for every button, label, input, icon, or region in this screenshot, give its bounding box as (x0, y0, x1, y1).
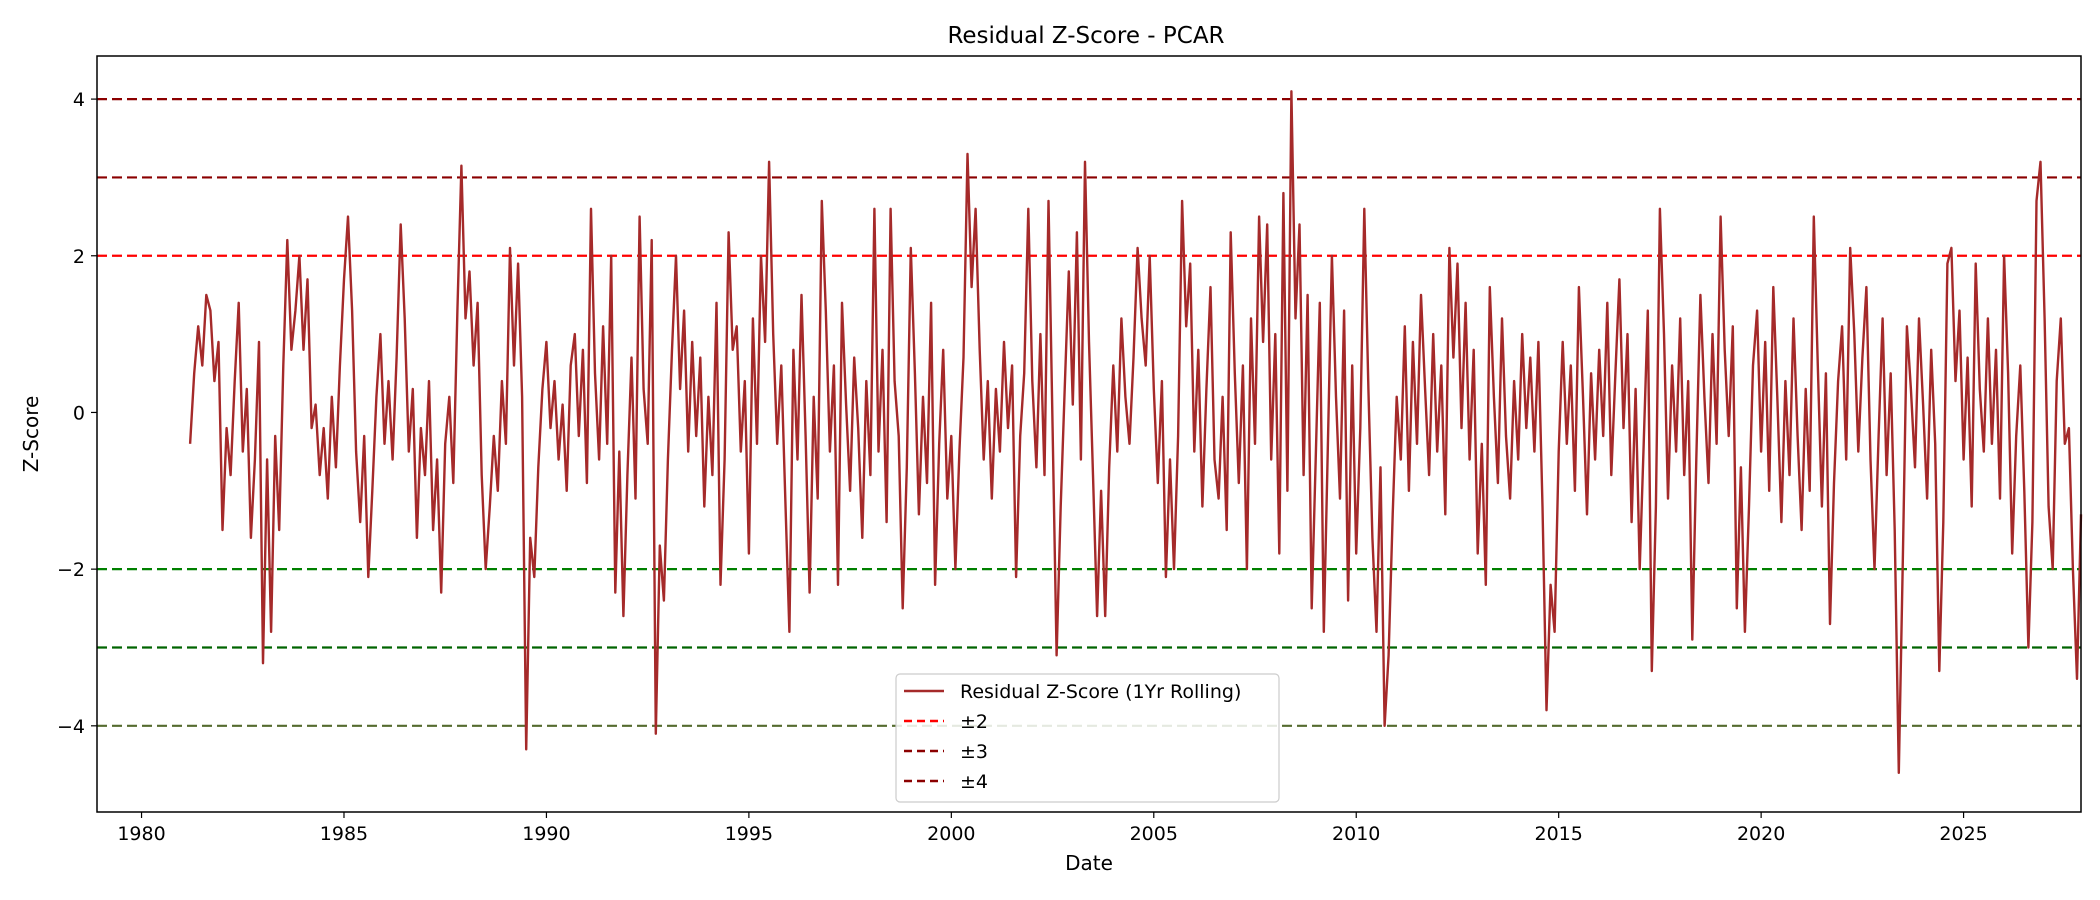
x-tick-label: 1995 (725, 823, 773, 845)
plot-frame (96, 55, 2082, 813)
legend-label: ±4 (960, 771, 988, 793)
legend-box (895, 673, 1280, 803)
x-tick-label: 2010 (1332, 823, 1380, 845)
series-layer (188, 90, 2083, 774)
legend-label: ±2 (960, 711, 988, 733)
chart-title: Residual Z-Score - PCAR (947, 23, 1224, 49)
x-tick-label: 1990 (522, 823, 570, 845)
y-axis-label: Z-Score (19, 396, 43, 473)
y-axis: −4 −2 0 2 4 (57, 89, 97, 738)
x-tick-label: 2005 (1130, 823, 1178, 845)
legend-label: Residual Z-Score (1Yr Rolling) (960, 681, 1241, 703)
x-tick-label: 2000 (927, 823, 975, 845)
x-tick-label: 2025 (1939, 823, 1987, 845)
y-tick-label: 0 (73, 402, 85, 424)
x-tick-label: 2015 (1535, 823, 1583, 845)
x-axis: 1980 1985 1990 1995 2000 2005 2010 2015 2020 2025 (117, 812, 1988, 845)
series-line (188, 90, 2083, 774)
x-tick-label: 1980 (117, 823, 165, 845)
y-tick-label: −2 (57, 559, 85, 581)
x-tick-label: 1985 (320, 823, 368, 845)
x-tick-label: 2020 (1737, 823, 1785, 845)
legend: Residual Z-Score (1Yr Rolling) ±2 ±3 ±4 (895, 673, 1280, 803)
legend-label: ±3 (960, 741, 988, 763)
x-axis-label: Date (1065, 851, 1113, 875)
y-tick-label: −4 (57, 716, 85, 738)
y-tick-label: 4 (73, 89, 85, 111)
y-tick-label: 2 (73, 246, 85, 268)
